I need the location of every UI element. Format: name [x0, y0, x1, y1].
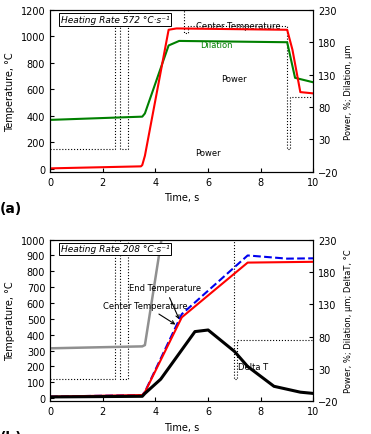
Text: Dilation: Dilation: [200, 41, 233, 50]
Text: Power: Power: [195, 149, 221, 158]
Y-axis label: Temperature, °C: Temperature, °C: [5, 281, 15, 361]
Text: (a): (a): [0, 201, 22, 215]
Text: (b): (b): [0, 431, 23, 434]
Y-axis label: Power, %; Dilation, μm; DeltaT, °C: Power, %; Dilation, μm; DeltaT, °C: [344, 249, 354, 392]
Text: End Temperature: End Temperature: [129, 284, 201, 319]
Text: Heating Rate 208 °C·s⁻¹: Heating Rate 208 °C·s⁻¹: [60, 245, 169, 254]
Y-axis label: Temperature, °C: Temperature, °C: [5, 52, 15, 131]
Text: Heating Rate 572 °C·s⁻¹: Heating Rate 572 °C·s⁻¹: [60, 16, 169, 25]
Text: Center Temperature: Center Temperature: [103, 301, 187, 324]
Y-axis label: Power, %; Dilation, μm: Power, %; Dilation, μm: [344, 44, 354, 139]
Text: Delta T: Delta T: [239, 362, 269, 371]
X-axis label: Time, s: Time, s: [164, 422, 200, 432]
X-axis label: Time, s: Time, s: [164, 193, 200, 203]
Text: Power: Power: [221, 75, 247, 84]
Text: Center Temperature: Center Temperature: [196, 22, 281, 31]
